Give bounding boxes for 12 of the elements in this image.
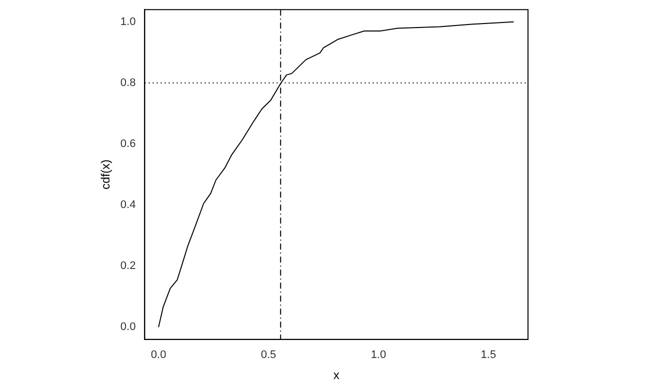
y-tick-label: 0.8 bbox=[120, 76, 136, 89]
y-tick-label: 0.0 bbox=[120, 321, 136, 334]
y-tick-label: 0.6 bbox=[120, 138, 136, 150]
x-axis-title: x bbox=[333, 368, 340, 382]
y-tick-label: 1.0 bbox=[120, 16, 136, 28]
y-tick-label: 0.2 bbox=[120, 260, 136, 272]
x-tick-label: 1.5 bbox=[480, 349, 496, 362]
x-tick-label: 0.0 bbox=[150, 349, 166, 362]
x-tick-label: 0.5 bbox=[260, 349, 276, 362]
y-tick-label: 0.4 bbox=[120, 199, 136, 212]
y-axis-title: cdf(x) bbox=[98, 159, 113, 190]
x-tick-label: 1.0 bbox=[370, 349, 386, 362]
